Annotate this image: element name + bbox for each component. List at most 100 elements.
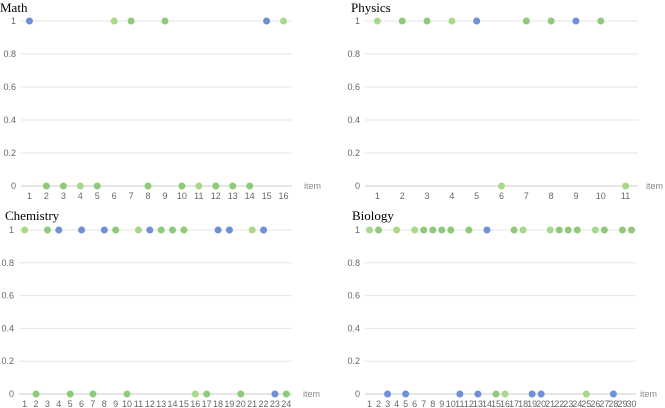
- x-tick-label: 2: [400, 191, 405, 201]
- x-tick-label: 16: [279, 191, 289, 201]
- data-point: [32, 390, 40, 398]
- data-point: [263, 17, 271, 25]
- data-point: [123, 390, 131, 398]
- y-tick-label: 0.2: [3, 148, 16, 158]
- x-tick-label: 4: [449, 191, 454, 201]
- x-tick-label: 14: [245, 191, 255, 201]
- data-point: [582, 390, 590, 398]
- y-tick-label: 0.8: [1, 258, 14, 268]
- chart-title: Math: [0, 0, 28, 15]
- data-point: [93, 182, 101, 190]
- data-point: [225, 226, 233, 234]
- data-point: [282, 390, 290, 398]
- x-tick-label: 2: [34, 399, 39, 408]
- chart-title: Biology: [352, 208, 394, 223]
- x-tick-label: 9: [162, 191, 167, 201]
- data-point: [110, 17, 118, 25]
- data-point: [25, 17, 33, 25]
- x-tick-label: 30: [626, 399, 636, 408]
- y-tick-label: 0: [9, 389, 14, 399]
- data-point: [237, 390, 245, 398]
- data-point: [537, 390, 545, 398]
- data-point: [280, 17, 288, 25]
- x-tick-label: 20: [236, 399, 246, 408]
- data-point: [618, 226, 626, 234]
- x-tick-label: 2: [44, 191, 49, 201]
- data-point: [78, 226, 86, 234]
- y-tick-label: 1: [11, 16, 16, 26]
- x-tick-label: 8: [102, 399, 107, 408]
- y-tick-label: 0.8: [347, 258, 360, 268]
- y-tick-label: 0.2: [347, 356, 360, 366]
- data-point: [144, 182, 152, 190]
- data-point: [375, 226, 383, 234]
- x-tick-label: 6: [412, 399, 417, 408]
- y-tick-label: 0.6: [347, 82, 360, 92]
- x-tick-label: 13: [228, 191, 238, 201]
- data-point: [134, 226, 142, 234]
- y-tick-label: 0: [355, 389, 360, 399]
- y-tick-label: 0.6: [1, 291, 14, 301]
- x-tick-label: 10: [446, 399, 456, 408]
- chart-title: Chemistry: [5, 208, 60, 223]
- x-tick-label: 20: [536, 399, 546, 408]
- x-tick-label: 5: [95, 191, 100, 201]
- data-point: [76, 182, 84, 190]
- x-tick-label: 8: [430, 399, 435, 408]
- data-point: [89, 390, 97, 398]
- data-point: [366, 226, 374, 234]
- data-point: [564, 226, 572, 234]
- x-tick-label: 8: [549, 191, 554, 201]
- x-tick-label: 2: [376, 399, 381, 408]
- x-tick-label: 12: [145, 399, 155, 408]
- y-tick-label: 0.6: [3, 82, 16, 92]
- data-point: [384, 390, 392, 398]
- data-point: [178, 182, 186, 190]
- x-tick-label: 1: [375, 191, 380, 201]
- data-point: [483, 226, 491, 234]
- y-tick-label: 0.4: [3, 115, 16, 125]
- data-point: [627, 226, 635, 234]
- x-tick-label: 8: [146, 191, 151, 201]
- y-tick-label: 0.4: [347, 323, 360, 333]
- data-point: [55, 226, 63, 234]
- data-point: [597, 17, 605, 25]
- x-tick-label: 15: [491, 399, 501, 408]
- x-axis-label: item: [646, 181, 663, 191]
- x-tick-label: 21: [545, 399, 555, 408]
- x-tick-label: 29: [617, 399, 627, 408]
- data-point: [456, 390, 464, 398]
- x-tick-label: 19: [224, 399, 234, 408]
- x-tick-label: 9: [573, 191, 578, 201]
- data-point: [161, 17, 169, 25]
- x-tick-label: 27: [599, 399, 609, 408]
- x-tick-label: 17: [509, 399, 519, 408]
- x-tick-label: 7: [421, 399, 426, 408]
- data-point: [203, 390, 211, 398]
- data-point: [622, 182, 630, 190]
- x-tick-label: 7: [90, 399, 95, 408]
- x-tick-label: 1: [27, 191, 32, 201]
- x-tick-label: 12: [211, 191, 221, 201]
- data-point: [528, 390, 536, 398]
- data-point: [127, 17, 135, 25]
- data-point: [373, 17, 381, 25]
- chart-title: Physics: [351, 0, 391, 15]
- y-tick-label: 1: [355, 16, 360, 26]
- data-point: [429, 226, 437, 234]
- data-point: [438, 226, 446, 234]
- data-point: [423, 17, 431, 25]
- data-point: [42, 182, 50, 190]
- data-point: [248, 226, 256, 234]
- data-point: [609, 390, 617, 398]
- y-tick-label: 0.2: [347, 148, 360, 158]
- x-tick-label: 11: [455, 399, 464, 408]
- data-point: [271, 390, 279, 398]
- y-tick-label: 0.4: [347, 115, 360, 125]
- x-tick-label: 3: [61, 191, 66, 201]
- x-tick-label: 10: [122, 399, 132, 408]
- data-point: [398, 17, 406, 25]
- data-point: [448, 17, 456, 25]
- x-tick-label: 14: [168, 399, 178, 408]
